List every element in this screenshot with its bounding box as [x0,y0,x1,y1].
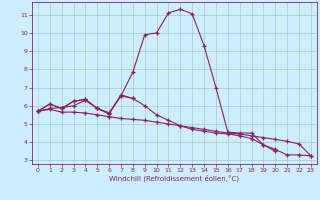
X-axis label: Windchill (Refroidissement éolien,°C): Windchill (Refroidissement éolien,°C) [109,175,239,182]
